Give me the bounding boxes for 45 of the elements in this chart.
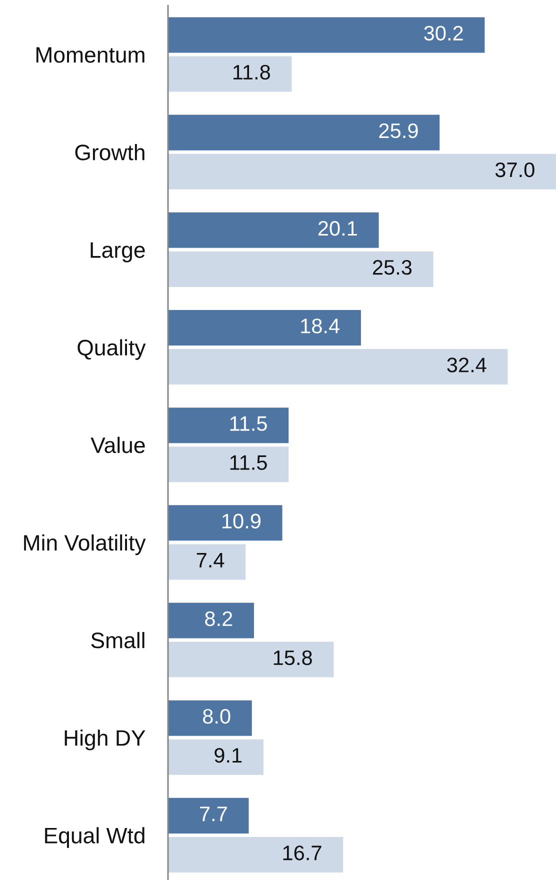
bar bbox=[168, 17, 485, 53]
data-label: 16.7 bbox=[283, 846, 322, 860]
data-label: 11.5 bbox=[230, 416, 267, 431]
data-label: 18.4 bbox=[301, 318, 340, 334]
y-tick-label: Equal Wtd bbox=[45, 827, 144, 848]
data-label: 30.2 bbox=[424, 26, 463, 41]
bar bbox=[168, 446, 289, 482]
data-label: 10.9 bbox=[222, 514, 260, 529]
data-label: 20.1 bbox=[318, 220, 357, 236]
bar bbox=[168, 798, 249, 834]
y-tick-label: High DY bbox=[64, 730, 146, 750]
data-label: 7.4 bbox=[196, 553, 224, 568]
bar bbox=[168, 56, 292, 92]
data-label: 11.5 bbox=[230, 455, 267, 470]
bar bbox=[168, 544, 246, 580]
bar bbox=[168, 212, 379, 248]
data-label: 9.1 bbox=[214, 748, 242, 763]
y-tick-label: Value bbox=[90, 436, 145, 454]
y-tick-label: Min Volatility bbox=[24, 534, 146, 556]
data-label: 8.2 bbox=[205, 611, 232, 626]
y-tick-label: Large bbox=[90, 242, 145, 262]
data-label: 32.4 bbox=[447, 358, 486, 372]
y-tick-label: Momentum bbox=[36, 47, 144, 63]
data-label: 7.7 bbox=[200, 806, 227, 822]
bar bbox=[168, 602, 254, 638]
bar bbox=[168, 700, 252, 736]
bar bbox=[168, 251, 434, 287]
bar bbox=[168, 836, 344, 872]
bar bbox=[168, 642, 334, 678]
bar bbox=[168, 408, 289, 444]
data-label: 11.8 bbox=[233, 64, 270, 80]
bar bbox=[168, 349, 508, 385]
bar bbox=[168, 505, 282, 541]
data-label: 37.0 bbox=[495, 162, 534, 178]
y-tick-label: Small bbox=[91, 632, 144, 648]
bar bbox=[168, 310, 361, 346]
data-label: 15.8 bbox=[274, 650, 312, 666]
bar bbox=[168, 154, 556, 190]
y-tick-label: Growth bbox=[75, 144, 144, 160]
data-label: 25.3 bbox=[372, 260, 412, 275]
bar bbox=[168, 739, 264, 775]
data-label: 25.9 bbox=[379, 123, 418, 138]
data-label: 8.0 bbox=[203, 708, 230, 724]
y-tick-label: Quality bbox=[78, 339, 146, 360]
bar bbox=[168, 114, 440, 150]
